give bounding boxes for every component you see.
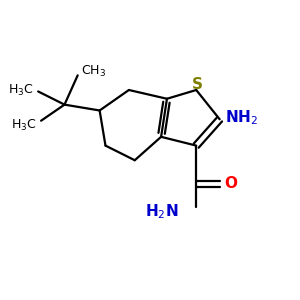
Text: H$_2$N: H$_2$N (145, 202, 179, 221)
Text: H$_3$C: H$_3$C (8, 82, 34, 98)
Text: H$_3$C: H$_3$C (11, 118, 37, 133)
Text: S: S (192, 77, 203, 92)
Text: CH$_3$: CH$_3$ (81, 63, 106, 79)
Text: O: O (225, 176, 238, 191)
Text: NH$_2$: NH$_2$ (225, 108, 258, 127)
